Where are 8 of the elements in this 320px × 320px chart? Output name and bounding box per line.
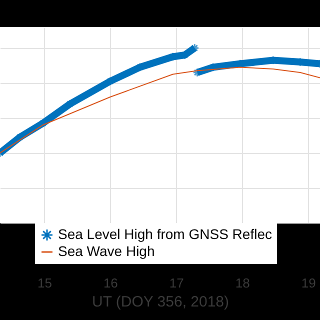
legend-label: Sea Level High from GNSS Reflec xyxy=(58,226,272,242)
x-axis-title: UT (DOY 356, 2018) xyxy=(92,294,230,310)
x-tick-label: 17 xyxy=(169,276,184,290)
x-tick-label: 19 xyxy=(301,276,316,290)
legend-label: Sea Wave High xyxy=(58,243,155,259)
x-tick-label: 15 xyxy=(37,276,52,290)
x-tick-label: 16 xyxy=(103,276,118,290)
x-tick-label: 18 xyxy=(235,276,250,290)
